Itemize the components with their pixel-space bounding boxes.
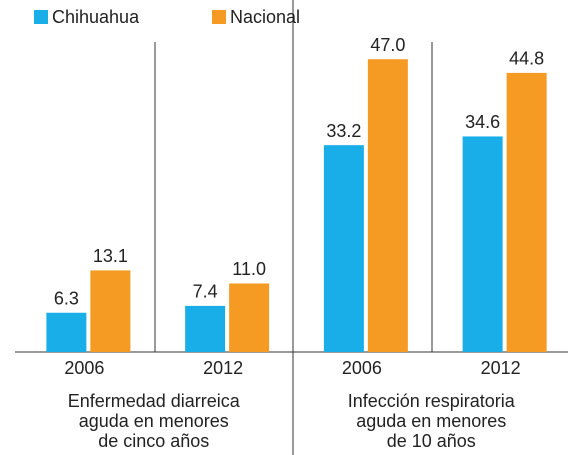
legend-label: Nacional [230, 7, 300, 27]
bar [185, 305, 226, 352]
x-tick-label: 2006 [64, 358, 104, 378]
value-label: 7.4 [193, 282, 218, 302]
group-label: de 10 años [387, 431, 476, 451]
group-label: Enfermedad diarreica [68, 391, 241, 411]
x-tick-label: 2012 [481, 358, 521, 378]
legend-swatch [212, 10, 226, 24]
group-label: de cinco años [98, 431, 209, 451]
value-label: 44.8 [509, 49, 544, 69]
value-label: 6.3 [54, 289, 79, 309]
bar [46, 312, 87, 352]
group-label: Infección respiratoria [348, 391, 516, 411]
legend-swatch [34, 10, 48, 24]
legend-label: Chihuahua [52, 7, 140, 27]
bar [323, 145, 364, 352]
bar [367, 59, 408, 352]
bar [90, 270, 131, 352]
x-tick-label: 2012 [203, 358, 243, 378]
bar [506, 72, 547, 353]
value-label: 33.2 [326, 121, 361, 141]
value-label: 34.6 [465, 112, 500, 132]
bar [462, 136, 503, 352]
bar [229, 283, 270, 352]
group-label: aguda en menores [356, 411, 506, 431]
value-label: 47.0 [370, 35, 405, 55]
group-label: aguda en menores [79, 411, 229, 431]
value-label: 11.0 [232, 259, 266, 279]
x-tick-label: 2006 [342, 358, 382, 378]
value-label: 13.1 [93, 246, 128, 266]
